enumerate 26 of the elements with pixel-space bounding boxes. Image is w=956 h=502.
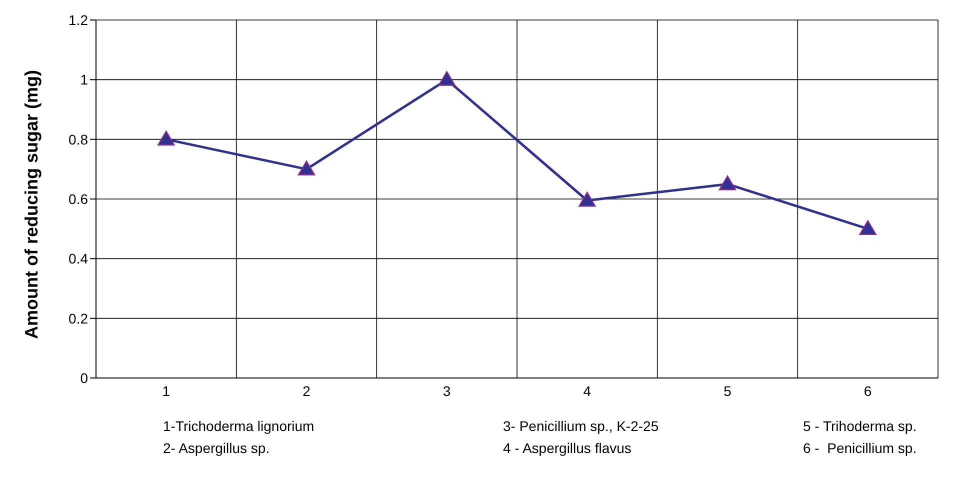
point	[718, 175, 736, 190]
x-tick-label: 2	[302, 382, 311, 399]
text: 6 - Penicillium sp.	[803, 440, 918, 456]
point	[298, 160, 316, 176]
point	[158, 130, 175, 146]
x-tick-label: 5	[724, 382, 732, 399]
text: 1-Trichoderma lignorium	[163, 418, 316, 434]
point	[859, 220, 876, 236]
y-tick-label: 0.6	[68, 190, 88, 207]
text: 2- Aspergillus sp.	[163, 440, 271, 456]
y-tick-label: 0.2	[68, 310, 88, 326]
point	[578, 192, 596, 207]
y-tick-label: 0.4	[68, 250, 88, 267]
text: 3- Penicillium sp., K-2-25	[503, 418, 660, 434]
y-axis-title: Amount of reducing sugar (mg)	[21, 70, 42, 339]
point	[438, 71, 456, 86]
text: 4 - Aspergillus flavus	[503, 440, 632, 456]
text: 5 - Trihoderma sp.	[803, 418, 918, 434]
y-tick-label: 1.2	[68, 12, 88, 28]
y-tick-label: 0.8	[68, 131, 88, 148]
x-tick-label: 4	[583, 382, 592, 399]
x-tick-label: 6	[864, 382, 872, 399]
x-tick-label: 3	[442, 382, 451, 399]
y-tick-label: 1	[80, 72, 88, 88]
y-tick-label: 0	[80, 370, 88, 386]
x-tick-label: 1	[162, 382, 170, 399]
